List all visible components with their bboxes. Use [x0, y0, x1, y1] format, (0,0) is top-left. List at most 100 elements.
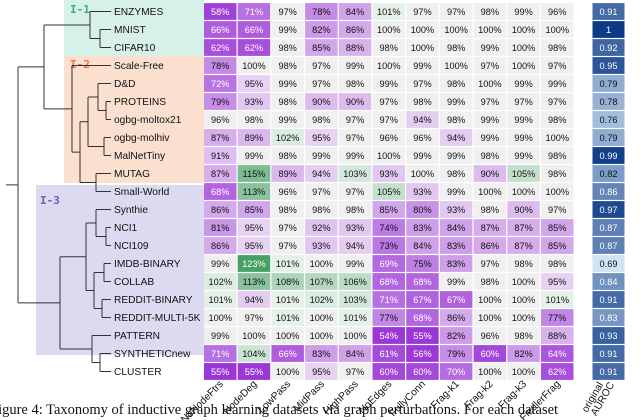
auroc-value: 0.91 — [600, 7, 618, 17]
heatmap-cell — [541, 129, 574, 146]
heatmap-cell — [473, 291, 507, 308]
cell-value: 98% — [278, 43, 296, 53]
cell-value: 66% — [211, 25, 229, 35]
cell-value: 99% — [481, 115, 499, 125]
cell-value: 83% — [447, 259, 465, 269]
cell-value: 100% — [478, 367, 502, 377]
heatmap-cell — [439, 219, 473, 236]
cell-value: 84% — [346, 349, 364, 359]
auroc-cell — [592, 309, 625, 326]
cell-value: 98% — [548, 259, 566, 269]
heatmap-cell — [541, 363, 574, 380]
cell-value: 82% — [447, 331, 465, 341]
heatmap-cell — [406, 111, 439, 128]
cell-value: 97% — [380, 115, 398, 125]
cell-value: 100% — [546, 187, 570, 197]
cell-value: 91% — [211, 151, 229, 161]
heatmap-cell — [439, 111, 473, 128]
cell-value: 84% — [346, 7, 364, 17]
cell-value: 100% — [444, 61, 468, 71]
cell-value: 101% — [209, 295, 233, 305]
cell-value: 97% — [548, 61, 566, 71]
cell-value: 97% — [481, 259, 499, 269]
cell-value: 98% — [447, 79, 465, 89]
heatmap-cell — [204, 345, 237, 362]
cell-value: 99% — [380, 79, 398, 89]
auroc-cell — [592, 327, 625, 344]
auroc-value: 1 — [606, 25, 611, 35]
heatmap-cell — [406, 93, 439, 110]
heatmap-cell — [338, 219, 372, 236]
auroc-value: 0.99 — [600, 151, 618, 161]
heatmap-cell — [338, 57, 372, 74]
cell-value: 66% — [278, 349, 296, 359]
heatmap-cell — [271, 3, 304, 20]
heatmap-cell — [237, 291, 271, 308]
cell-value: 89% — [278, 169, 296, 179]
heatmap-cell — [473, 201, 507, 218]
heatmap-cell — [271, 363, 304, 380]
heatmap-cell — [372, 75, 405, 92]
row-label: D&D — [114, 79, 136, 90]
cell-value: 100% — [512, 25, 536, 35]
heatmap-cell — [541, 345, 574, 362]
heatmap-cell — [372, 273, 405, 290]
auroc-cell — [592, 165, 625, 182]
cell-value: 106% — [343, 277, 367, 287]
auroc-cell — [592, 75, 625, 92]
heatmap-cell — [439, 237, 473, 254]
heatmap-cell — [305, 273, 338, 290]
heatmap-cell — [406, 165, 439, 182]
cell-value: 105% — [377, 187, 401, 197]
heatmap-cell — [271, 291, 304, 308]
heatmap-cell — [439, 165, 473, 182]
cell-value: 105% — [512, 169, 536, 179]
auroc-cell — [592, 237, 625, 254]
cell-value: 100% — [343, 331, 367, 341]
heatmap-cell — [439, 273, 473, 290]
cell-value: 101% — [343, 313, 367, 323]
heatmap-cell — [372, 309, 405, 326]
cell-value: 100% — [411, 25, 435, 35]
heatmap-cell — [305, 75, 338, 92]
cell-value: 55% — [413, 331, 431, 341]
cell-value: 90% — [514, 205, 532, 215]
cell-value: 62% — [245, 43, 263, 53]
cell-value: 101% — [377, 7, 401, 17]
heatmap-cell — [271, 111, 304, 128]
cell-value: 69% — [380, 259, 398, 269]
cell-value: 78% — [312, 7, 330, 17]
heatmap-cell — [507, 183, 540, 200]
cell-value: 100% — [478, 25, 502, 35]
heatmap-cell — [439, 327, 473, 344]
cell-value: 98% — [278, 205, 296, 215]
cell-value: 67% — [447, 295, 465, 305]
heatmap-cell — [507, 75, 540, 92]
heatmap-cell — [372, 57, 405, 74]
cell-value: 100% — [411, 169, 435, 179]
heatmap-cell — [338, 309, 372, 326]
heatmap-cell — [541, 165, 574, 182]
auroc-cell — [592, 345, 625, 362]
cell-value: 98% — [278, 97, 296, 107]
cell-value: 96% — [278, 187, 296, 197]
heatmap-cell — [271, 255, 304, 272]
heatmap-cell — [305, 183, 338, 200]
cell-value: 85% — [380, 205, 398, 215]
heatmap-cell — [204, 21, 237, 38]
heatmap-cell — [372, 201, 405, 218]
heatmap-cell — [372, 183, 405, 200]
heatmap-cell — [204, 219, 237, 236]
cell-value: 97% — [312, 79, 330, 89]
cell-value: 95% — [548, 277, 566, 287]
cell-value: 55% — [245, 367, 263, 377]
dendrogram — [6, 11, 111, 372]
heatmap-cell — [507, 201, 540, 218]
cell-value: 78% — [211, 61, 229, 71]
cell-value: 77% — [548, 313, 566, 323]
heatmap-cell — [338, 255, 372, 272]
heatmap-cell — [204, 201, 237, 218]
cell-value: 97% — [346, 367, 364, 377]
cell-value: 99% — [245, 151, 263, 161]
cell-value: 100% — [377, 61, 401, 71]
